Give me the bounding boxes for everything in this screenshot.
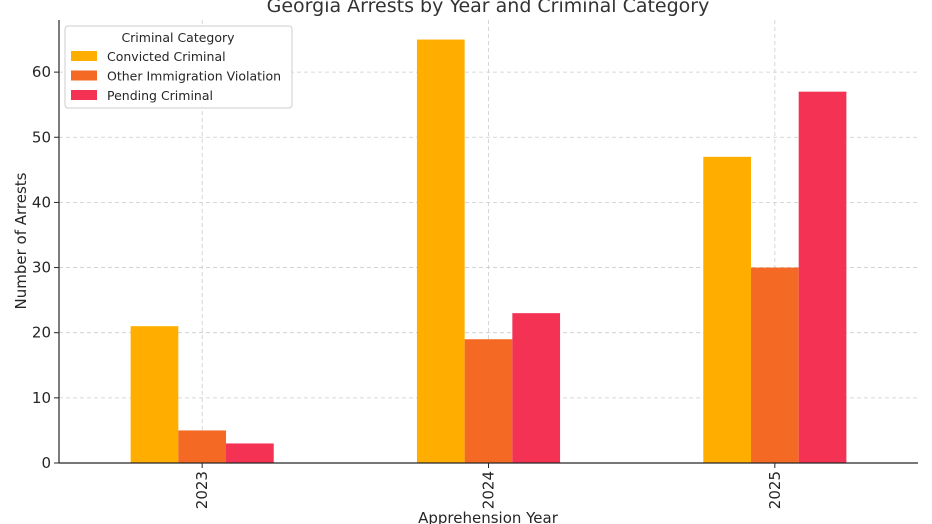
x-tick-label: 2025 (766, 471, 784, 509)
y-axis-title: Number of Arrests (12, 172, 30, 309)
y-tick-label: 60 (32, 63, 51, 81)
x-tick-label: 2023 (193, 471, 211, 509)
y-tick-label: 20 (32, 324, 51, 342)
legend-title: Criminal Category (121, 30, 235, 45)
y-ticks: 0 10 20 30 40 50 60 (32, 63, 59, 472)
bars (130, 39, 847, 463)
y-tick-label: 10 (32, 389, 51, 407)
legend-label: Other Immigration Violation (107, 69, 281, 84)
bar (703, 156, 751, 463)
y-tick-label: 50 (32, 128, 51, 146)
legend-swatch (71, 90, 97, 100)
bar (178, 430, 227, 463)
bar (130, 326, 179, 463)
bar (226, 443, 274, 463)
y-tick-label: 40 (32, 193, 51, 211)
legend: Criminal Category Convicted Criminal Othe… (64, 25, 293, 109)
bar (464, 339, 513, 463)
legend-label: Convicted Criminal (107, 49, 226, 64)
legend-swatch (71, 51, 97, 61)
chart-title: Georgia Arrests by Year and Criminal Cat… (267, 0, 710, 17)
bar (416, 39, 465, 463)
legend-label: Pending Criminal (107, 88, 213, 103)
legend-box (64, 25, 293, 109)
bar (750, 267, 799, 463)
legend-swatch (71, 70, 97, 81)
y-tick-label: 30 (32, 259, 51, 277)
x-axis-title: Apprehension Year (418, 509, 559, 524)
y-tick-label: 0 (41, 454, 51, 472)
legend-items: Convicted Criminal Other Immigration Viol… (71, 49, 281, 103)
x-tick-label: 2024 (480, 471, 498, 509)
x-ticks: 2023 2024 2025 (193, 463, 784, 509)
bar (512, 313, 561, 463)
bar (798, 91, 847, 463)
